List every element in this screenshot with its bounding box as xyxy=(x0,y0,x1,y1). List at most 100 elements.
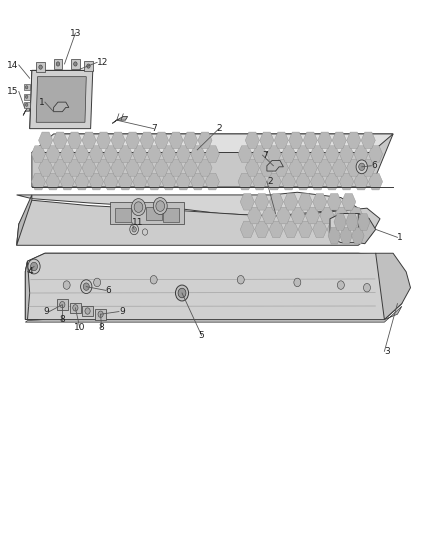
Polygon shape xyxy=(24,94,30,100)
Polygon shape xyxy=(342,193,356,210)
Polygon shape xyxy=(82,159,96,176)
Polygon shape xyxy=(176,173,191,190)
Text: 6: 6 xyxy=(106,286,112,295)
Polygon shape xyxy=(318,159,332,176)
Polygon shape xyxy=(17,200,380,245)
Text: 9: 9 xyxy=(43,307,49,316)
Polygon shape xyxy=(118,146,132,163)
Polygon shape xyxy=(184,132,198,149)
Text: 4: 4 xyxy=(28,268,33,276)
Polygon shape xyxy=(111,159,125,176)
Polygon shape xyxy=(289,159,303,176)
Polygon shape xyxy=(313,193,327,210)
Polygon shape xyxy=(23,108,30,115)
Polygon shape xyxy=(96,132,111,149)
Polygon shape xyxy=(104,146,118,163)
Polygon shape xyxy=(147,146,161,163)
Polygon shape xyxy=(318,132,332,149)
Polygon shape xyxy=(82,306,93,317)
Polygon shape xyxy=(82,132,96,149)
Circle shape xyxy=(156,201,165,212)
Polygon shape xyxy=(284,193,298,210)
Polygon shape xyxy=(146,207,162,220)
Polygon shape xyxy=(205,146,219,163)
Text: 7: 7 xyxy=(262,151,268,160)
Polygon shape xyxy=(24,102,30,108)
Polygon shape xyxy=(31,262,37,271)
Circle shape xyxy=(73,305,78,311)
Polygon shape xyxy=(282,146,296,163)
Polygon shape xyxy=(303,132,318,149)
Polygon shape xyxy=(169,159,183,176)
Polygon shape xyxy=(368,146,383,163)
Polygon shape xyxy=(155,132,169,149)
Polygon shape xyxy=(176,146,191,163)
Polygon shape xyxy=(346,214,358,230)
Circle shape xyxy=(132,227,136,232)
Text: 5: 5 xyxy=(199,331,205,340)
Polygon shape xyxy=(32,173,46,190)
Circle shape xyxy=(28,259,40,274)
Polygon shape xyxy=(140,159,154,176)
Polygon shape xyxy=(342,221,356,238)
Polygon shape xyxy=(274,159,288,176)
Polygon shape xyxy=(238,146,252,163)
Polygon shape xyxy=(349,207,363,224)
Polygon shape xyxy=(75,146,89,163)
Polygon shape xyxy=(347,159,361,176)
Text: 6: 6 xyxy=(371,161,377,170)
Circle shape xyxy=(87,64,90,68)
Text: 1: 1 xyxy=(39,98,45,107)
Polygon shape xyxy=(89,173,103,190)
Polygon shape xyxy=(260,132,274,149)
Polygon shape xyxy=(313,221,327,238)
Polygon shape xyxy=(70,303,81,313)
Text: 2: 2 xyxy=(267,177,272,186)
Polygon shape xyxy=(116,208,131,222)
Circle shape xyxy=(56,62,60,66)
Polygon shape xyxy=(282,173,296,190)
Polygon shape xyxy=(327,221,341,238)
Circle shape xyxy=(60,302,65,308)
Text: 11: 11 xyxy=(132,218,144,227)
Polygon shape xyxy=(255,221,269,238)
Polygon shape xyxy=(39,159,53,176)
Polygon shape xyxy=(89,146,103,163)
Circle shape xyxy=(134,202,143,213)
Polygon shape xyxy=(71,59,80,69)
Polygon shape xyxy=(17,192,358,216)
Polygon shape xyxy=(36,62,45,72)
Polygon shape xyxy=(284,221,298,238)
Polygon shape xyxy=(240,221,254,238)
Polygon shape xyxy=(57,300,68,310)
Circle shape xyxy=(63,281,70,289)
Polygon shape xyxy=(60,173,74,190)
Polygon shape xyxy=(340,228,352,244)
Polygon shape xyxy=(84,61,93,71)
Polygon shape xyxy=(25,253,402,319)
Polygon shape xyxy=(253,146,267,163)
Polygon shape xyxy=(332,132,346,149)
Polygon shape xyxy=(255,193,269,210)
Polygon shape xyxy=(339,146,353,163)
Polygon shape xyxy=(110,202,184,224)
Circle shape xyxy=(178,288,186,298)
Polygon shape xyxy=(311,146,325,163)
Polygon shape xyxy=(296,146,310,163)
Polygon shape xyxy=(111,132,125,149)
Polygon shape xyxy=(53,102,69,112)
Polygon shape xyxy=(147,173,161,190)
Circle shape xyxy=(142,229,148,235)
Polygon shape xyxy=(198,159,212,176)
Polygon shape xyxy=(269,193,283,210)
Text: 7: 7 xyxy=(151,124,157,133)
Polygon shape xyxy=(25,306,402,322)
Polygon shape xyxy=(184,159,198,176)
Circle shape xyxy=(31,262,38,271)
Circle shape xyxy=(25,103,28,107)
Polygon shape xyxy=(191,173,205,190)
Text: 9: 9 xyxy=(119,307,125,316)
Polygon shape xyxy=(163,208,179,222)
Polygon shape xyxy=(361,159,375,176)
Circle shape xyxy=(85,308,90,314)
